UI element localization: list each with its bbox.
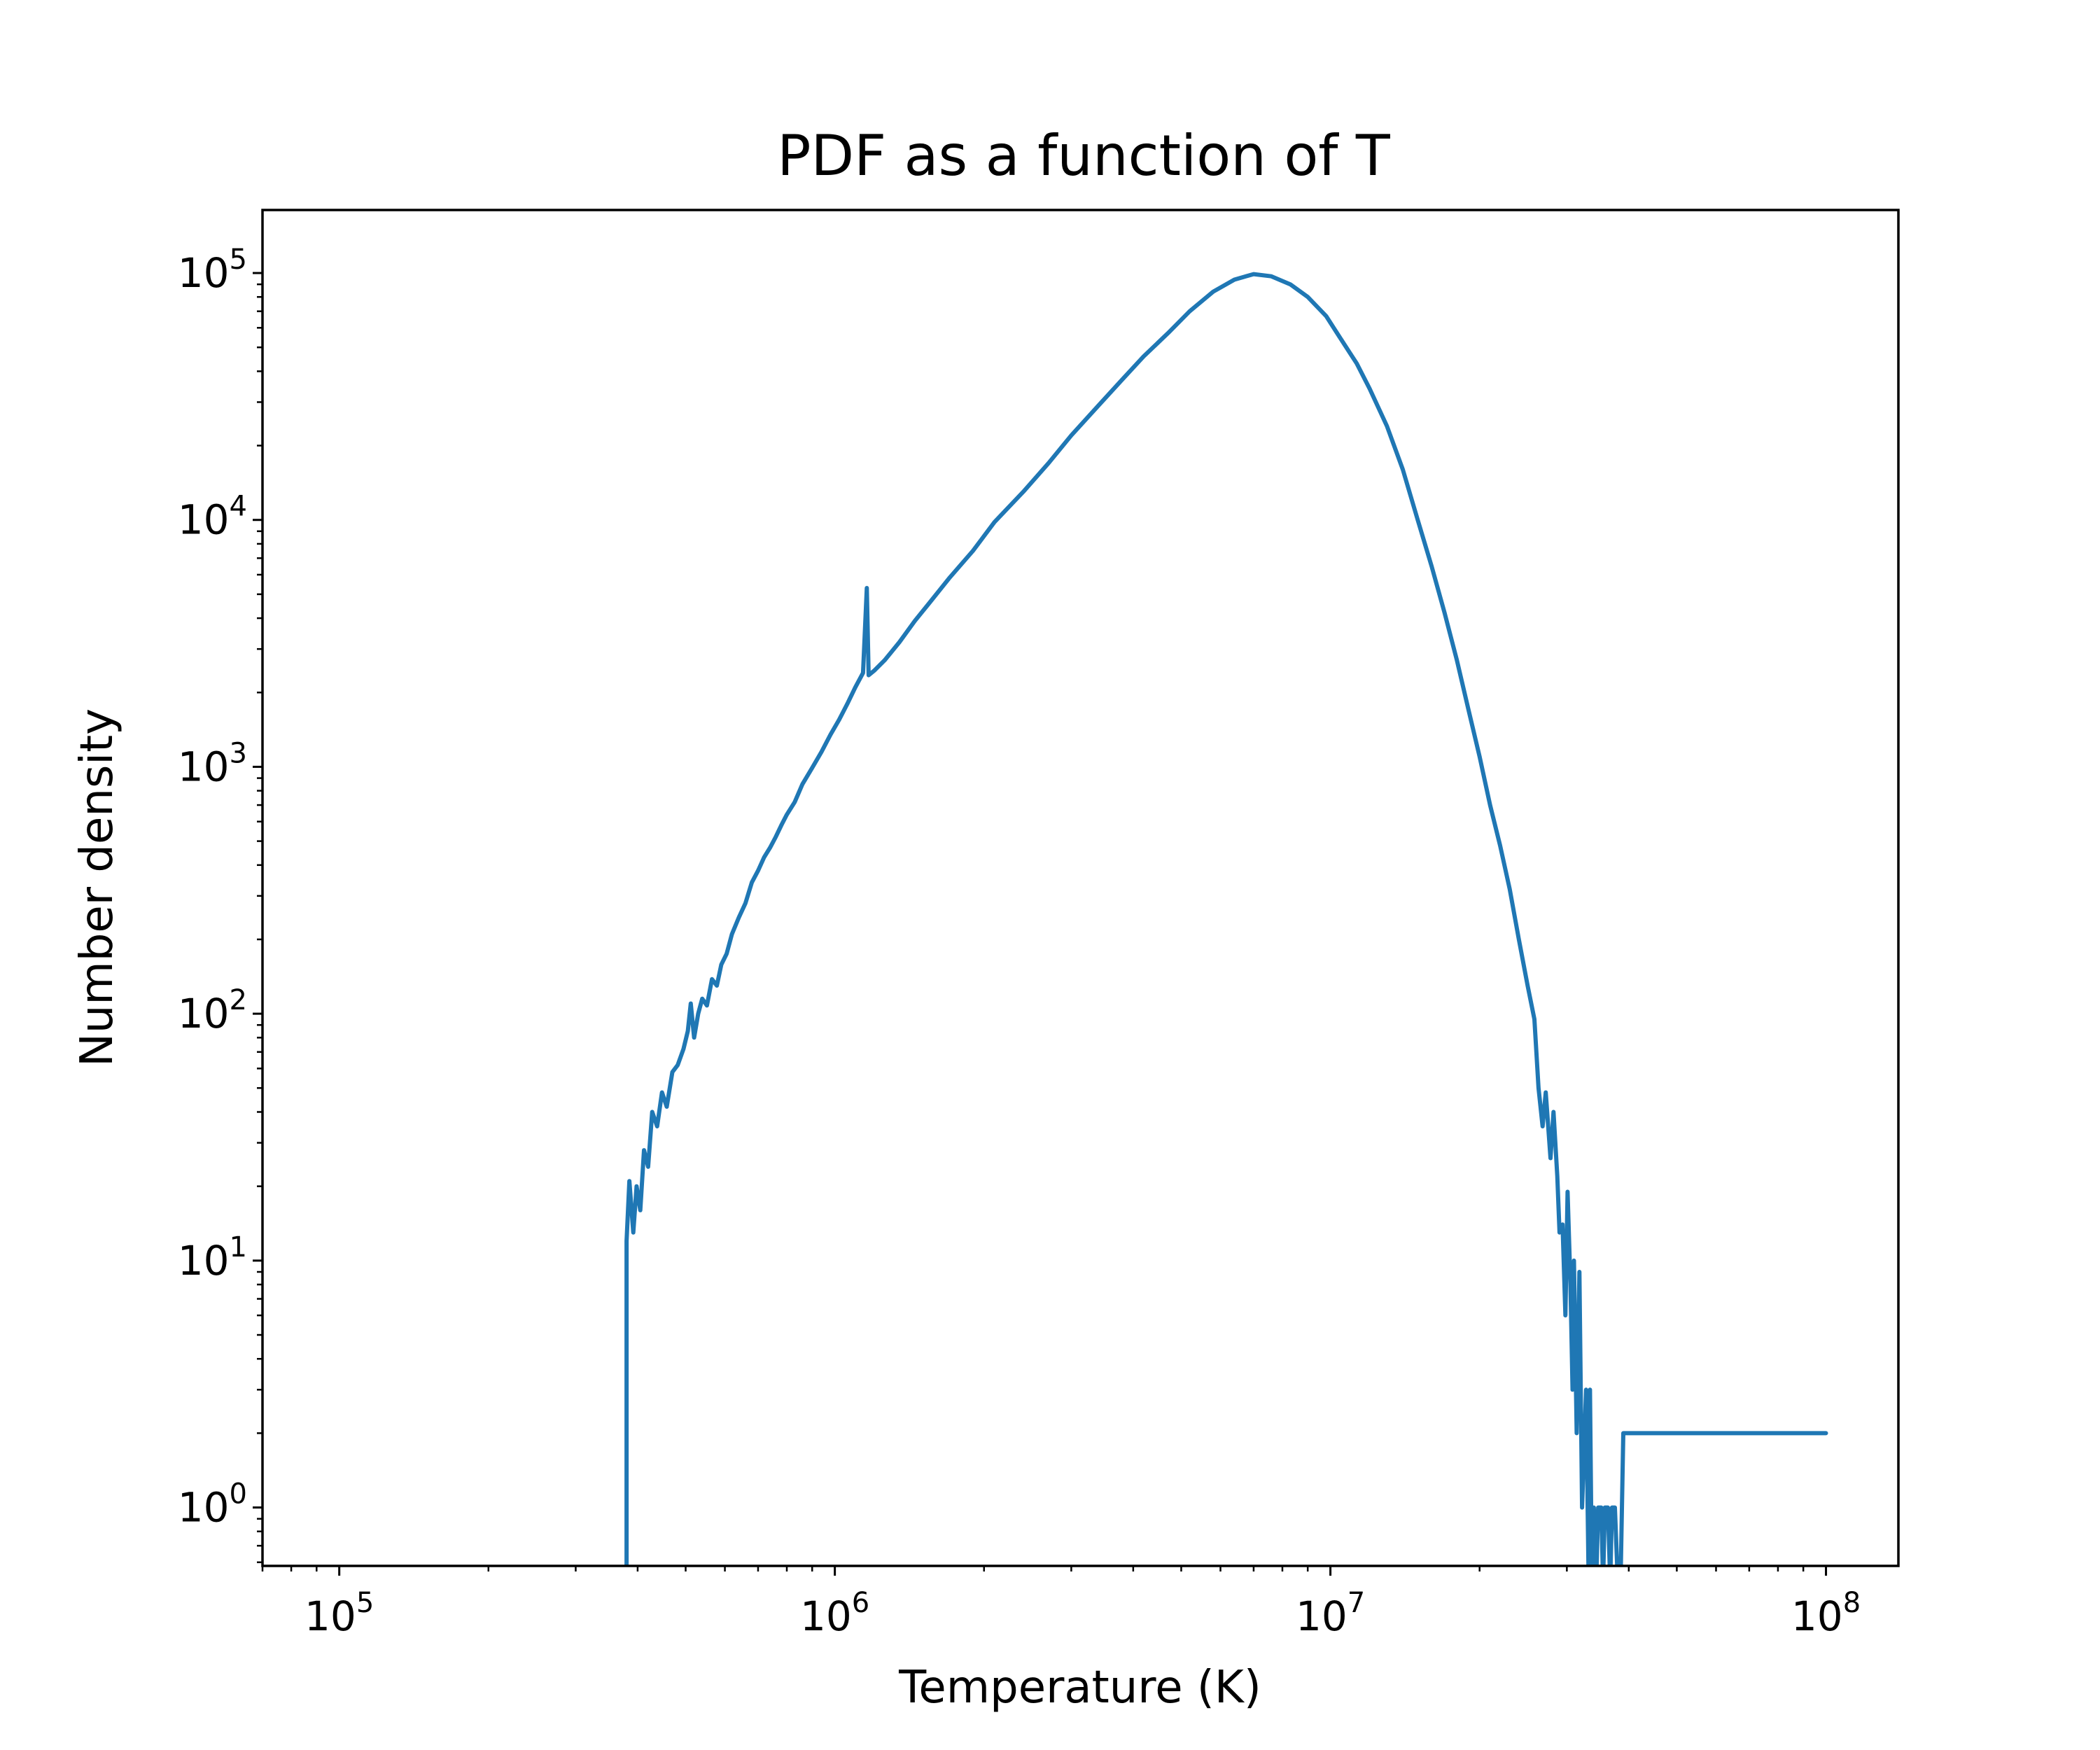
y-tick-label: 103: [178, 737, 247, 790]
y-tick-label-exponent: 0: [230, 1478, 247, 1511]
x-tick-label: 108: [1791, 1587, 1861, 1640]
y-tick-label: 105: [178, 244, 247, 297]
x-tick-label: 106: [800, 1587, 869, 1640]
y-tick-label-base: 10: [178, 249, 230, 297]
x-tick-label: 105: [304, 1587, 374, 1640]
y-tick-label-exponent: 5: [230, 244, 247, 276]
x-tick-label-exponent: 5: [356, 1587, 374, 1619]
x-tick-label-exponent: 8: [1843, 1587, 1861, 1619]
y-tick-label-base: 10: [178, 1237, 230, 1284]
y-tick-label: 102: [178, 984, 247, 1037]
y-tick-label: 104: [178, 491, 247, 544]
y-tick-label: 100: [178, 1478, 247, 1532]
chart-title: PDF as a function of T: [777, 123, 1391, 188]
y-tick-label-exponent: 3: [230, 737, 247, 769]
y-axis-title: Number density: [71, 708, 123, 1067]
x-tick-label: 107: [1296, 1587, 1365, 1640]
x-tick-label-exponent: 7: [1348, 1587, 1365, 1619]
x-tick-label-base: 10: [1791, 1592, 1843, 1640]
series-line-0: [624, 272, 1828, 1566]
x-tick-label-exponent: 6: [852, 1587, 869, 1619]
y-tick-label-base: 10: [178, 990, 230, 1037]
y-tick-label-exponent: 4: [230, 491, 247, 523]
y-tick-label-exponent: 2: [230, 984, 247, 1016]
plot-frame: [261, 209, 1900, 1567]
y-tick-label: 101: [178, 1231, 247, 1284]
y-tick-label-exponent: 1: [230, 1231, 247, 1264]
y-tick-label-base: 10: [178, 1484, 230, 1532]
series-layer: [624, 272, 1828, 1566]
y-tick-label-base: 10: [178, 496, 230, 544]
x-tick-label-base: 10: [304, 1592, 356, 1640]
x-tick-label-base: 10: [1296, 1592, 1348, 1640]
x-axis-title: Temperature (K): [898, 1662, 1261, 1714]
x-tick-label-base: 10: [800, 1592, 852, 1640]
y-tick-label-base: 10: [178, 743, 230, 790]
